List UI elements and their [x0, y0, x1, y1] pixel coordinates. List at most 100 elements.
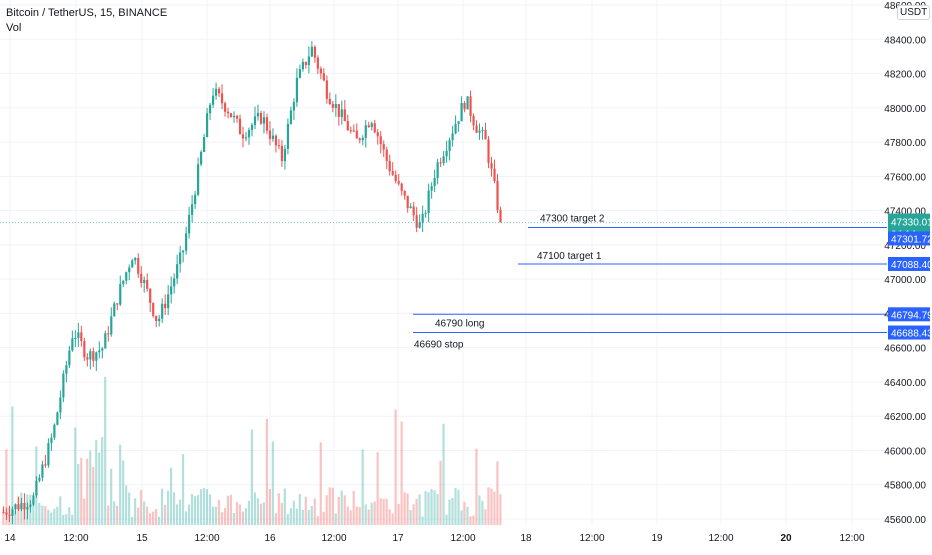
volume-bar [361, 449, 364, 525]
candle-body [149, 288, 152, 303]
y-tick-label: 48400.00 [884, 35, 926, 46]
candle-body [298, 69, 302, 78]
candle-body [310, 46, 313, 57]
time-axis[interactable] [0, 525, 932, 550]
y-tick-label: 46400.00 [884, 378, 926, 389]
volume-bar [457, 489, 460, 525]
y-tick-label: 47600.00 [884, 172, 926, 183]
volume-bar [391, 513, 394, 525]
volume-bar [154, 508, 158, 525]
candle-body [226, 111, 230, 114]
volume-bar [460, 510, 463, 525]
level-price-badge-text: 46688.43 [891, 329, 932, 340]
volume-bar [208, 494, 212, 525]
candle-body [496, 180, 499, 211]
volume-bar [83, 498, 86, 525]
volume-bar [217, 499, 221, 525]
candle-body [340, 109, 343, 117]
candle-body [367, 125, 370, 128]
volume-bar [373, 501, 376, 525]
level-price-badge-bg [888, 256, 930, 271]
candle-body [262, 117, 266, 124]
y-tick-label: 47400.00 [884, 207, 926, 218]
candle-body [179, 252, 182, 265]
symbol-title[interactable]: Bitcoin / TetherUS, 15, BINANCE [6, 7, 168, 19]
volume-bar [47, 509, 50, 525]
candle-body [200, 151, 203, 165]
volume-bar [406, 493, 409, 525]
candle-body [98, 350, 101, 353]
volume-bar [95, 440, 98, 525]
volume-bar [110, 468, 113, 525]
candle-body [167, 294, 170, 309]
candle-body [158, 318, 161, 322]
volume-bar [235, 501, 239, 525]
candle-body [38, 477, 41, 481]
volume-bar [418, 494, 421, 525]
candle-body [346, 121, 349, 131]
candle-body [202, 137, 206, 152]
volume-bar [352, 490, 355, 525]
candle-body [32, 495, 35, 505]
volume-bar [113, 501, 116, 525]
candle-body [229, 113, 233, 118]
volume-bar [445, 514, 448, 525]
volume-bar [442, 423, 445, 525]
candle-body [379, 136, 382, 145]
candle-body [211, 95, 215, 105]
volume-bar [313, 498, 316, 525]
candle-body [391, 171, 394, 175]
x-tick-label: 12:00 [450, 533, 475, 544]
candle-body [274, 135, 278, 146]
candle-body [319, 68, 322, 74]
volume-bar [107, 505, 110, 525]
candle-body [286, 123, 290, 149]
candle-body [116, 303, 119, 305]
candle-body [74, 337, 77, 339]
candle-body [107, 333, 110, 335]
candle-body [484, 129, 487, 140]
volume-bar [86, 458, 89, 525]
candle-body [125, 272, 128, 281]
candle-body [188, 214, 191, 234]
y-tick-label: 46000.00 [884, 446, 926, 457]
volume-bar [104, 376, 107, 525]
candle-body [17, 504, 20, 510]
candle-body [265, 117, 269, 131]
volume-bar [367, 509, 370, 525]
currency-badge[interactable]: USDT [897, 5, 931, 20]
candle-body [469, 96, 472, 116]
candle-body [146, 279, 149, 289]
volume-bar [5, 449, 8, 525]
volume-bar [259, 503, 262, 525]
volume-bar [14, 510, 17, 525]
volume-bar [334, 513, 337, 525]
candle-body [205, 113, 209, 138]
volume-bar [98, 452, 101, 525]
candle-body [253, 116, 257, 126]
volume-bar [304, 496, 307, 525]
volume-bar [92, 466, 95, 525]
candle-body [217, 88, 221, 94]
volume-bar [382, 498, 385, 525]
volume-bar [50, 512, 53, 525]
volume-bar [205, 489, 209, 525]
candle-body [394, 174, 397, 182]
volume-bar [232, 512, 236, 525]
candle-body [220, 93, 224, 104]
candle-body [334, 104, 337, 108]
price-axis[interactable] [888, 0, 932, 550]
candle-body [370, 123, 373, 128]
candle-body [256, 112, 260, 117]
candle-body [400, 183, 403, 191]
volume-bar [271, 441, 274, 525]
candle-body [349, 130, 352, 132]
volume-bars [2, 376, 502, 525]
candle-body [322, 73, 325, 81]
volume-bar [265, 418, 268, 525]
volume-bar [65, 514, 68, 525]
volume-indicator-label[interactable]: Vol [6, 22, 22, 34]
volume-bar [160, 488, 164, 525]
